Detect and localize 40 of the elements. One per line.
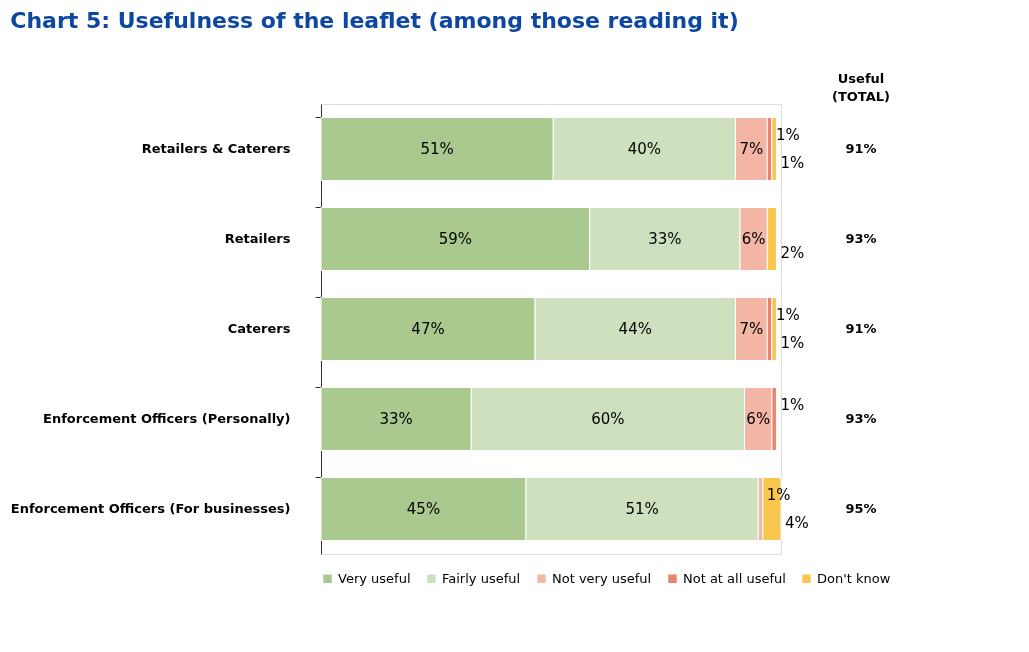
- text: 93%: [845, 411, 877, 426]
- data-label: 1%: [780, 154, 805, 172]
- legend-label: Don't know: [817, 570, 891, 586]
- data-label: 1%: [775, 126, 800, 144]
- text: 93%: [845, 231, 877, 246]
- data-label: 1%: [775, 306, 800, 324]
- chart-title: Chart 5: Usefulness of the leaflet (among those reading it): [10, 8, 739, 33]
- data-label: 6%: [746, 410, 771, 428]
- data-label: 59%: [438, 230, 473, 248]
- data-label: 45%: [406, 500, 441, 518]
- data-label: 7%: [739, 320, 764, 338]
- data-label: 1%: [780, 396, 805, 414]
- data-label: 33%: [379, 410, 413, 428]
- data-label: 2%: [780, 244, 805, 262]
- bar: [771, 117, 777, 181]
- text: 91%: [845, 141, 877, 156]
- y-tick-label: Enforcement Officers (For businesses): [10, 501, 291, 516]
- text: 95%: [845, 501, 877, 516]
- data-label: 1%: [780, 334, 805, 352]
- data-label: 47%: [411, 320, 445, 338]
- data-label: 60%: [591, 410, 625, 428]
- y-tick-label: Retailers & Caterers: [141, 141, 291, 156]
- text: 91%: [845, 321, 877, 336]
- legend-label: Fairly useful: [442, 570, 521, 586]
- text: Useful (TOTAL): [831, 71, 891, 104]
- y-tick-label: Retailers: [224, 231, 291, 246]
- data-label: 6%: [741, 230, 766, 248]
- y-tick-label: Enforcement Officers (Personally): [43, 411, 291, 426]
- legend-label: Not very useful: [552, 570, 652, 586]
- data-label: 7%: [739, 140, 764, 158]
- data-label: 33%: [648, 230, 682, 248]
- data-label: 40%: [627, 140, 662, 158]
- legend-label: Very useful: [338, 570, 411, 586]
- y-tick-label: Caterers: [227, 321, 291, 336]
- data-label: 51%: [420, 140, 454, 158]
- data-label: 4%: [785, 514, 809, 532]
- legend-label: Not at all useful: [683, 570, 786, 586]
- data-label: 44%: [618, 320, 652, 338]
- data-label: 51%: [625, 500, 659, 518]
- bar: [771, 297, 777, 361]
